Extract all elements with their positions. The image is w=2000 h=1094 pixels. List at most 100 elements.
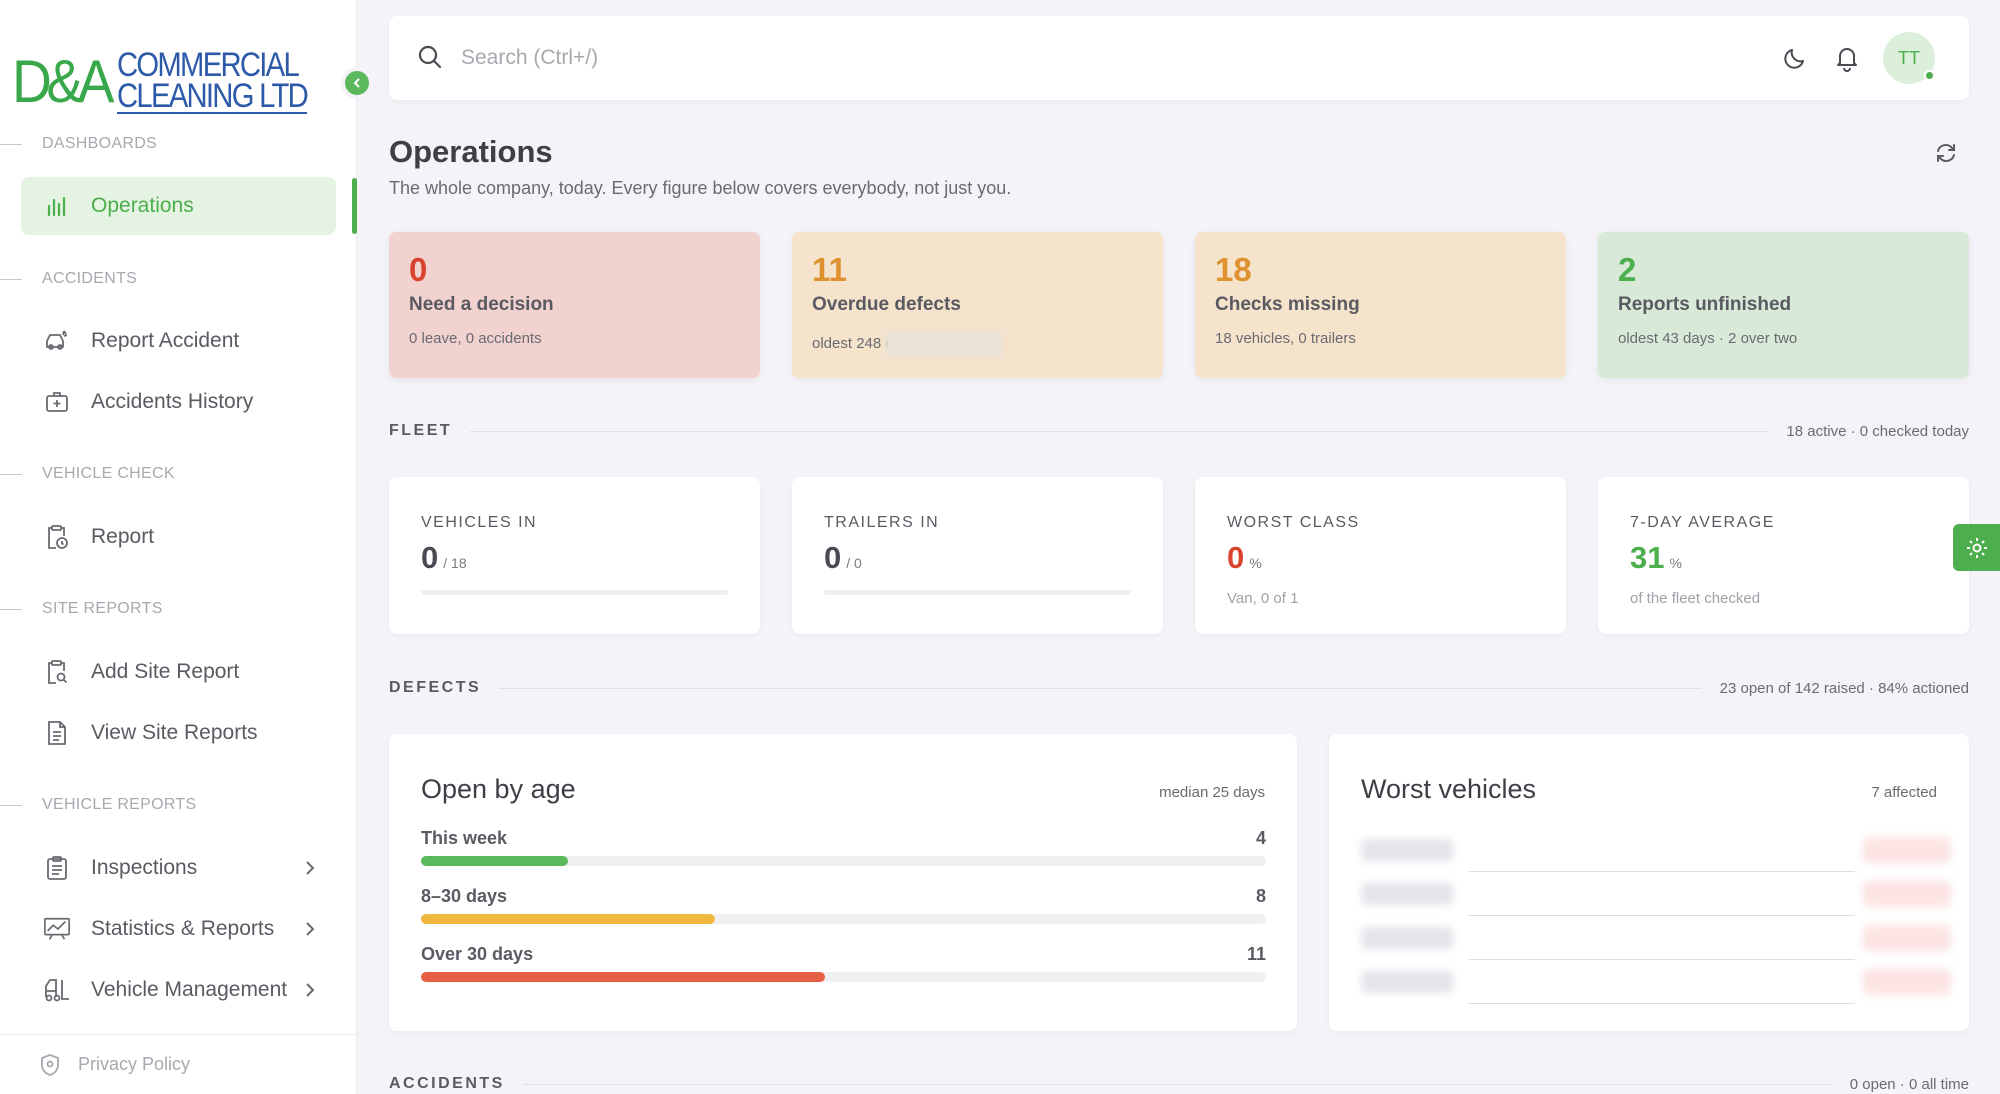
- redacted-vehicle-name: [1361, 927, 1453, 949]
- stat-title: Reports unfinished: [1618, 294, 1792, 315]
- fleet-card-label: WORST CLASS: [1227, 514, 1360, 531]
- age-row-label: Over 30 days: [421, 944, 534, 964]
- forklift-icon: [43, 976, 71, 1004]
- section-label: VEHICLE REPORTS: [42, 796, 197, 813]
- logo-line-2: CLEANING LTD: [117, 77, 309, 115]
- row-divider: [1469, 871, 1855, 872]
- sidebar-item-label: Accidents History: [91, 390, 254, 413]
- stat-subtitle: oldest 248 c: [812, 334, 893, 352]
- sidebar-item-statistics-reports[interactable]: Statistics & Reports: [21, 900, 336, 958]
- refresh-icon[interactable]: [1934, 141, 1958, 170]
- company-logo[interactable]: D&A COMMERCIAL CLEANING LTD: [12, 48, 338, 115]
- stat-card-overdue-defects[interactable]: 11 Overdue defects oldest 248 c: [792, 232, 1163, 378]
- sidebar-item-add-site-report[interactable]: Add Site Report: [21, 643, 336, 701]
- sidebar-item-vehicle-management[interactable]: Vehicle Management: [21, 961, 336, 1019]
- sidebar-collapse-button[interactable]: [341, 67, 373, 99]
- stat-card-reports-unfinished[interactable]: 2 Reports unfinished oldest 43 days · 2 …: [1598, 232, 1969, 378]
- section-summary: 23 open of 142 raised · 84% actioned: [1719, 679, 1969, 697]
- notifications-bell-icon[interactable]: [1833, 44, 1861, 77]
- logo-text: COMMERCIAL CLEANING LTD: [117, 46, 309, 115]
- chevron-right-icon: [304, 859, 316, 882]
- bar-chart-icon: [43, 192, 71, 220]
- fleet-card-value-row: 0/ 0: [824, 540, 1131, 576]
- fleet-card-value: 0: [421, 540, 439, 575]
- sidebar-item-label: Inspections: [91, 856, 198, 879]
- car-crash-icon: [43, 327, 71, 355]
- redacted-text: [884, 330, 1003, 358]
- divider: [470, 430, 1769, 432]
- fleet-card-label: 7-DAY AVERAGE: [1630, 514, 1775, 531]
- avatar-initials: TT: [1898, 47, 1920, 68]
- age-row-this-week: This week 4: [421, 828, 1266, 866]
- settings-button[interactable]: [1953, 524, 2000, 571]
- section-heading: FLEET: [389, 422, 453, 439]
- section-heading: DEFECTS: [389, 679, 482, 696]
- chevron-right-icon: [304, 920, 316, 943]
- fleet-card-value: 0: [1227, 540, 1245, 575]
- progress-bar: [421, 590, 728, 595]
- section-site-reports: SITE REPORTS: [0, 599, 163, 619]
- stat-subtitle: oldest 43 days · 2 over two: [1618, 330, 1798, 347]
- accidents-section-header: ACCIDENTS 0 open · 0 all time: [389, 1075, 1969, 1093]
- age-row-fill: [421, 856, 569, 866]
- sidebar: D&A COMMERCIAL CLEANING LTD DASHBOARDS O…: [0, 0, 357, 1094]
- logo-mark: D&A: [12, 48, 114, 115]
- clipboard-clock-icon: [43, 523, 71, 551]
- sidebar-item-inspections[interactable]: Inspections: [21, 839, 336, 897]
- sidebar-item-label: Statistics & Reports: [91, 917, 275, 940]
- worst-vehicle-row[interactable]: [1361, 828, 1951, 872]
- worst-vehicle-row[interactable]: [1361, 872, 1951, 916]
- section-summary: 0 open · 0 all time: [1849, 1075, 1969, 1093]
- sidebar-item-label: Report: [91, 525, 155, 548]
- redacted-count: [1863, 969, 1951, 995]
- age-row-over-30-days: Over 30 days 11: [421, 944, 1266, 982]
- sidebar-item-accidents-history[interactable]: Accidents History: [21, 373, 336, 431]
- fleet-card-note: of the fleet checked: [1630, 590, 1761, 607]
- logo-line-1: COMMERCIAL: [117, 46, 300, 84]
- search-input[interactable]: [461, 38, 1461, 78]
- card-meta: median 25 days: [1159, 784, 1265, 801]
- sidebar-item-label: View Site Reports: [91, 721, 258, 744]
- stat-value: 2: [1618, 251, 1637, 288]
- chevron-right-icon: [304, 981, 316, 1004]
- sidebar-item-report[interactable]: Report: [21, 508, 336, 566]
- sidebar-item-label: Report Accident: [91, 329, 240, 352]
- age-row-track: [421, 856, 1266, 866]
- section-label: ACCIDENTS: [42, 270, 138, 287]
- fleet-card-suffix: %: [1249, 555, 1262, 571]
- age-row-count: 11: [1246, 944, 1266, 964]
- presentation-chart-icon: [43, 915, 71, 943]
- active-indicator: [352, 178, 357, 234]
- online-status-dot: [1924, 70, 1935, 81]
- stat-title: Need a decision: [409, 294, 554, 315]
- sidebar-footer: Privacy Policy: [0, 1034, 357, 1094]
- section-label: DASHBOARDS: [42, 135, 158, 152]
- redacted-count: [1863, 837, 1951, 863]
- fleet-card-label: TRAILERS IN: [824, 514, 940, 531]
- redacted-vehicle-name: [1361, 883, 1453, 905]
- redacted-vehicle-name: [1361, 839, 1453, 861]
- worst-vehicles-card: Worst vehicles 7 affected: [1329, 734, 1969, 1031]
- privacy-policy-link[interactable]: Privacy Policy: [78, 1054, 191, 1074]
- fleet-card-value-row: 0%: [1227, 540, 1534, 576]
- stat-card-checks-missing[interactable]: 18 Checks missing 18 vehicles, 0 trailer…: [1195, 232, 1566, 378]
- worst-vehicle-row[interactable]: [1361, 960, 1951, 1004]
- page-subtitle: The whole company, today. Every figure b…: [389, 178, 1012, 198]
- stat-card-need-decision[interactable]: 0 Need a decision 0 leave, 0 accidents: [389, 232, 760, 378]
- age-row-count: 4: [1255, 828, 1266, 848]
- stat-value: 0: [409, 251, 428, 288]
- sidebar-item-report-accident[interactable]: Report Accident: [21, 312, 336, 370]
- shield-icon: [40, 1053, 60, 1077]
- fleet-card-7-day-average: 7-DAY AVERAGE 31% of the fleet checked: [1598, 477, 1969, 634]
- section-vehicle-reports: VEHICLE REPORTS: [0, 795, 196, 815]
- user-avatar[interactable]: TT: [1883, 32, 1935, 84]
- section-accidents: ACCIDENTS: [0, 269, 137, 289]
- progress-bar: [824, 590, 1131, 595]
- sidebar-item-view-site-reports[interactable]: View Site Reports: [21, 704, 336, 762]
- section-vehicle-check: VEHICLE CHECK: [0, 464, 175, 484]
- dark-mode-toggle-icon[interactable]: [1781, 44, 1809, 77]
- age-row-track: [421, 914, 1266, 924]
- sidebar-item-operations[interactable]: Operations: [21, 177, 336, 235]
- stat-value: 11: [812, 251, 847, 288]
- worst-vehicle-row[interactable]: [1361, 916, 1951, 960]
